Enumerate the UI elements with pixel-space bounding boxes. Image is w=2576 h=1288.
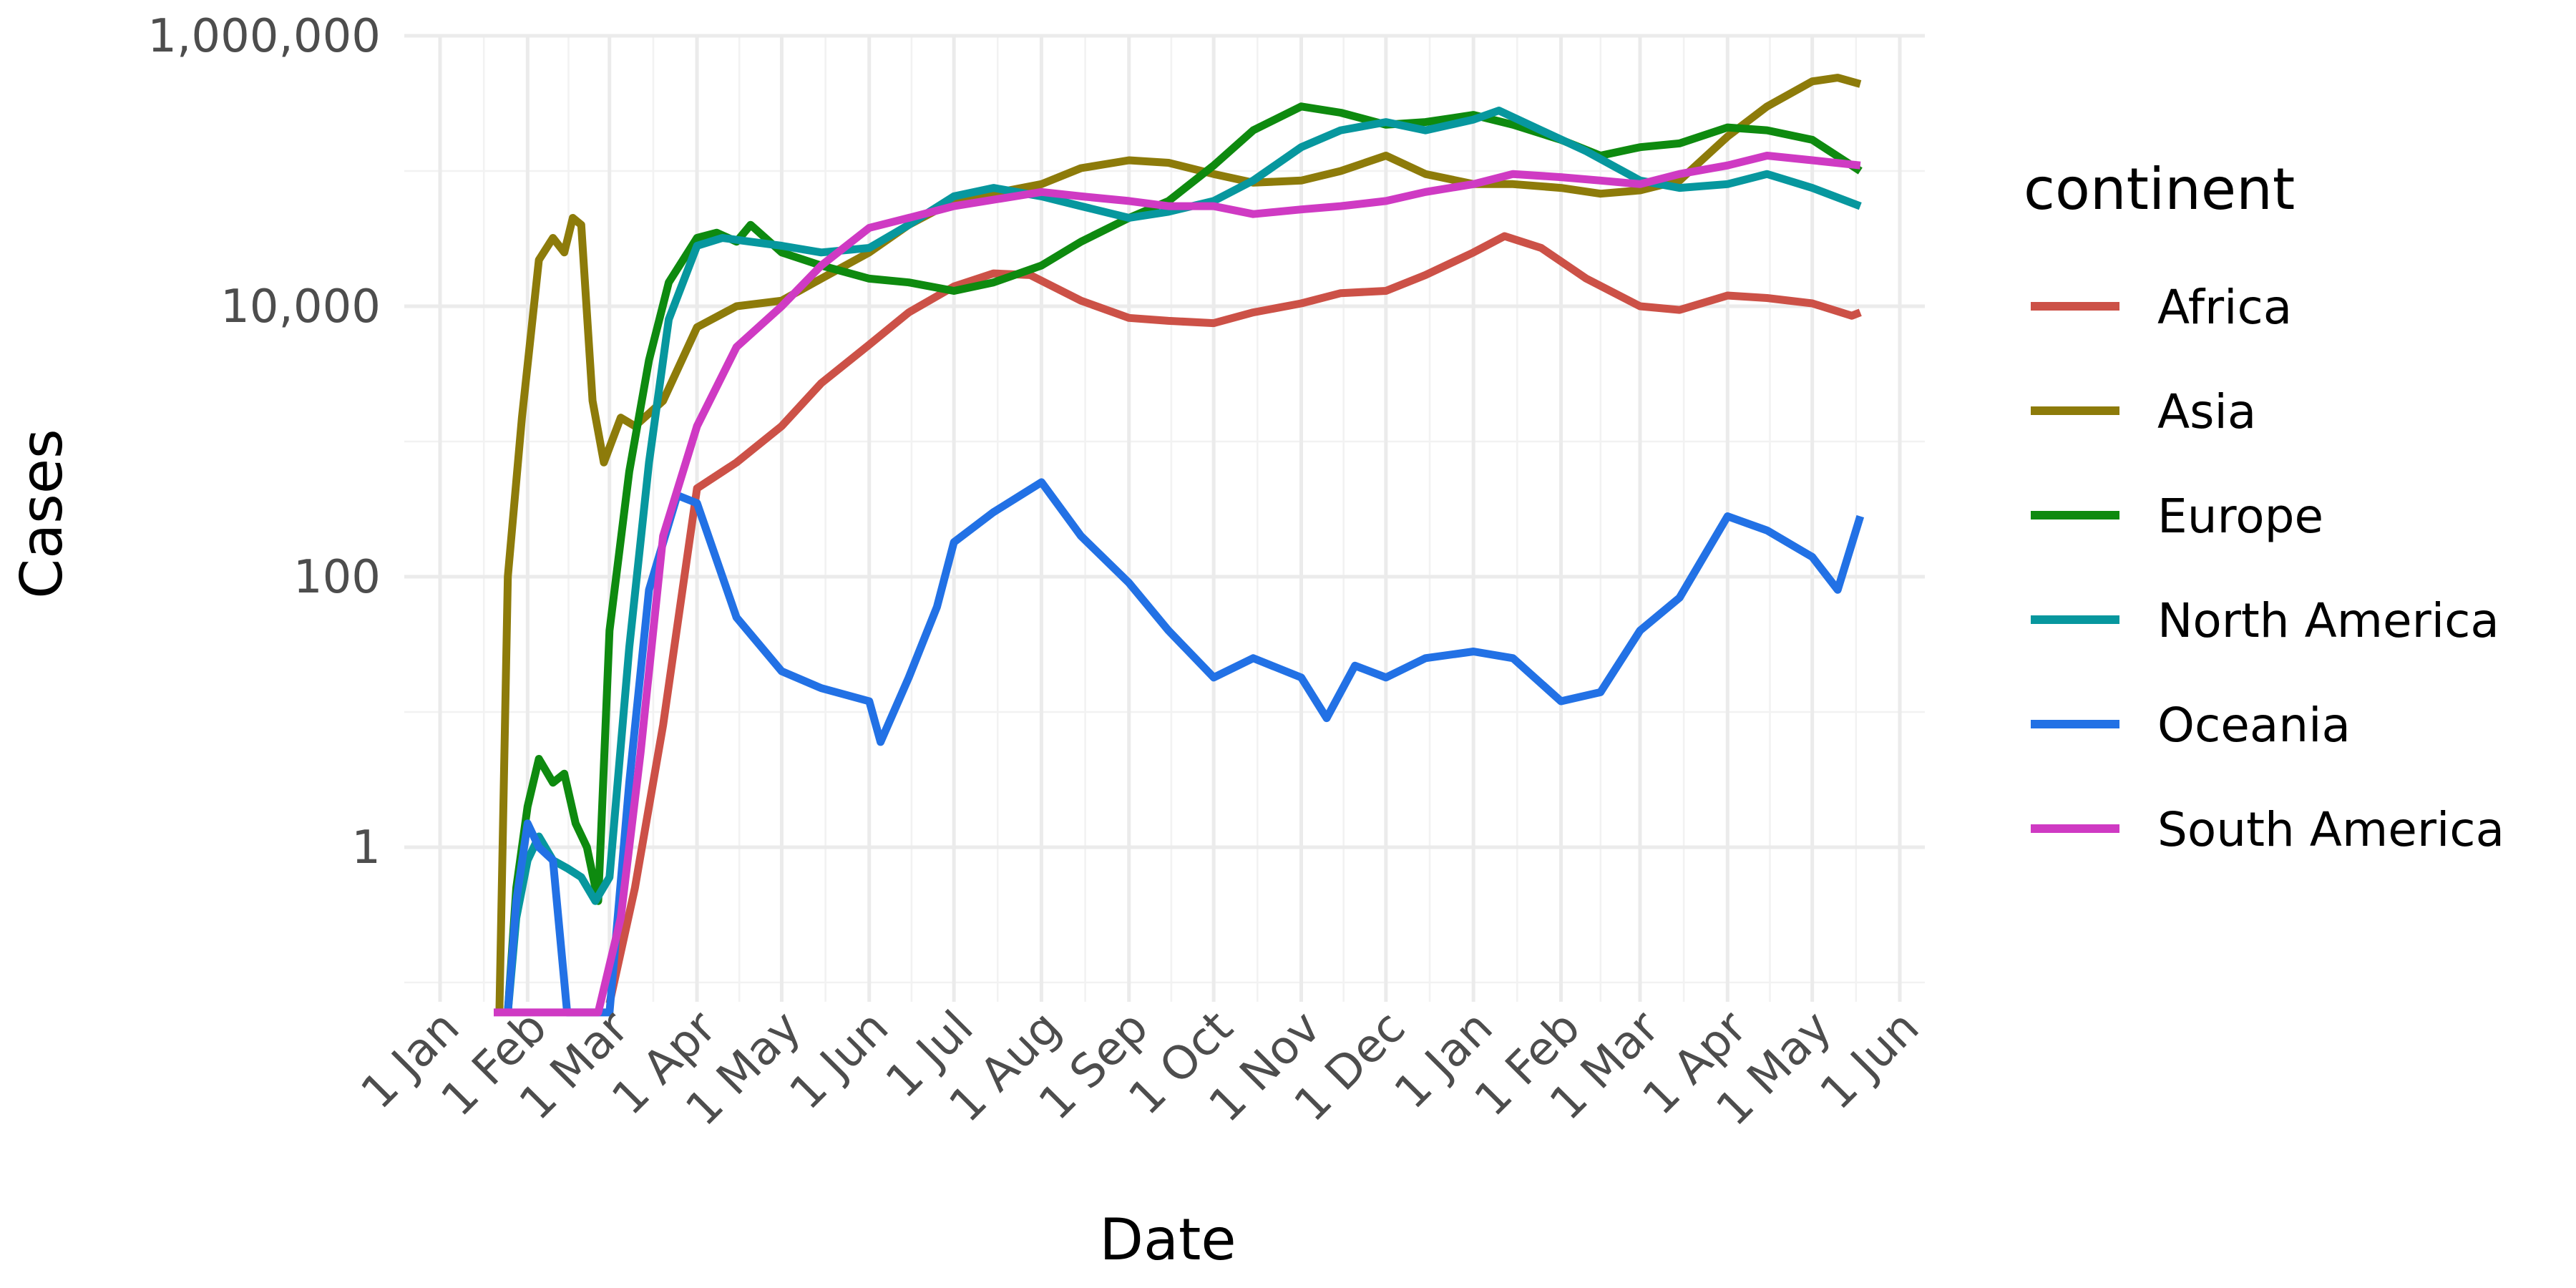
legend-item: North America — [2031, 593, 2499, 648]
legend-item: Oceania — [2031, 698, 2351, 753]
legend-title: continent — [2024, 156, 2295, 223]
y-tick-label: 10,000 — [220, 280, 381, 333]
y-tick-label: 100 — [293, 551, 381, 604]
legend: continent Africa Asia Europe North America O… — [2024, 156, 2504, 857]
x-axis-title: Date — [1099, 1206, 1236, 1273]
legend-label: North America — [2157, 593, 2499, 648]
y-tick-label: 1,000,000 — [147, 10, 381, 63]
y-tick-label: 1 — [351, 821, 381, 874]
series-line-africa — [605, 232, 1862, 1005]
grid — [404, 34, 1925, 1002]
legend-item: South America — [2031, 802, 2504, 857]
y-axis-title: Cases — [9, 429, 75, 598]
legend-label: Europe — [2157, 489, 2323, 544]
legend-label: Asia — [2157, 384, 2256, 439]
legend-item: Africa — [2031, 280, 2292, 335]
legend-label: Oceania — [2157, 698, 2351, 753]
series-line-north-america — [504, 107, 1862, 1013]
series-lines — [494, 74, 1865, 1017]
y-axis-tick-labels: 1 100 10,000 1,000,000 — [147, 10, 381, 874]
x-tick-label: 1 Jun — [780, 1001, 899, 1120]
series-line-south-america — [494, 152, 1861, 1017]
series-line-asia — [495, 74, 1862, 1013]
legend-label: South America — [2157, 802, 2504, 857]
legend-item: Asia — [2031, 384, 2256, 439]
series-line-oceania — [504, 478, 1865, 1017]
x-tick-label: 1 Jun — [1810, 1001, 1929, 1120]
legend-item: Europe — [2031, 489, 2323, 544]
legend-label: Africa — [2157, 280, 2292, 335]
